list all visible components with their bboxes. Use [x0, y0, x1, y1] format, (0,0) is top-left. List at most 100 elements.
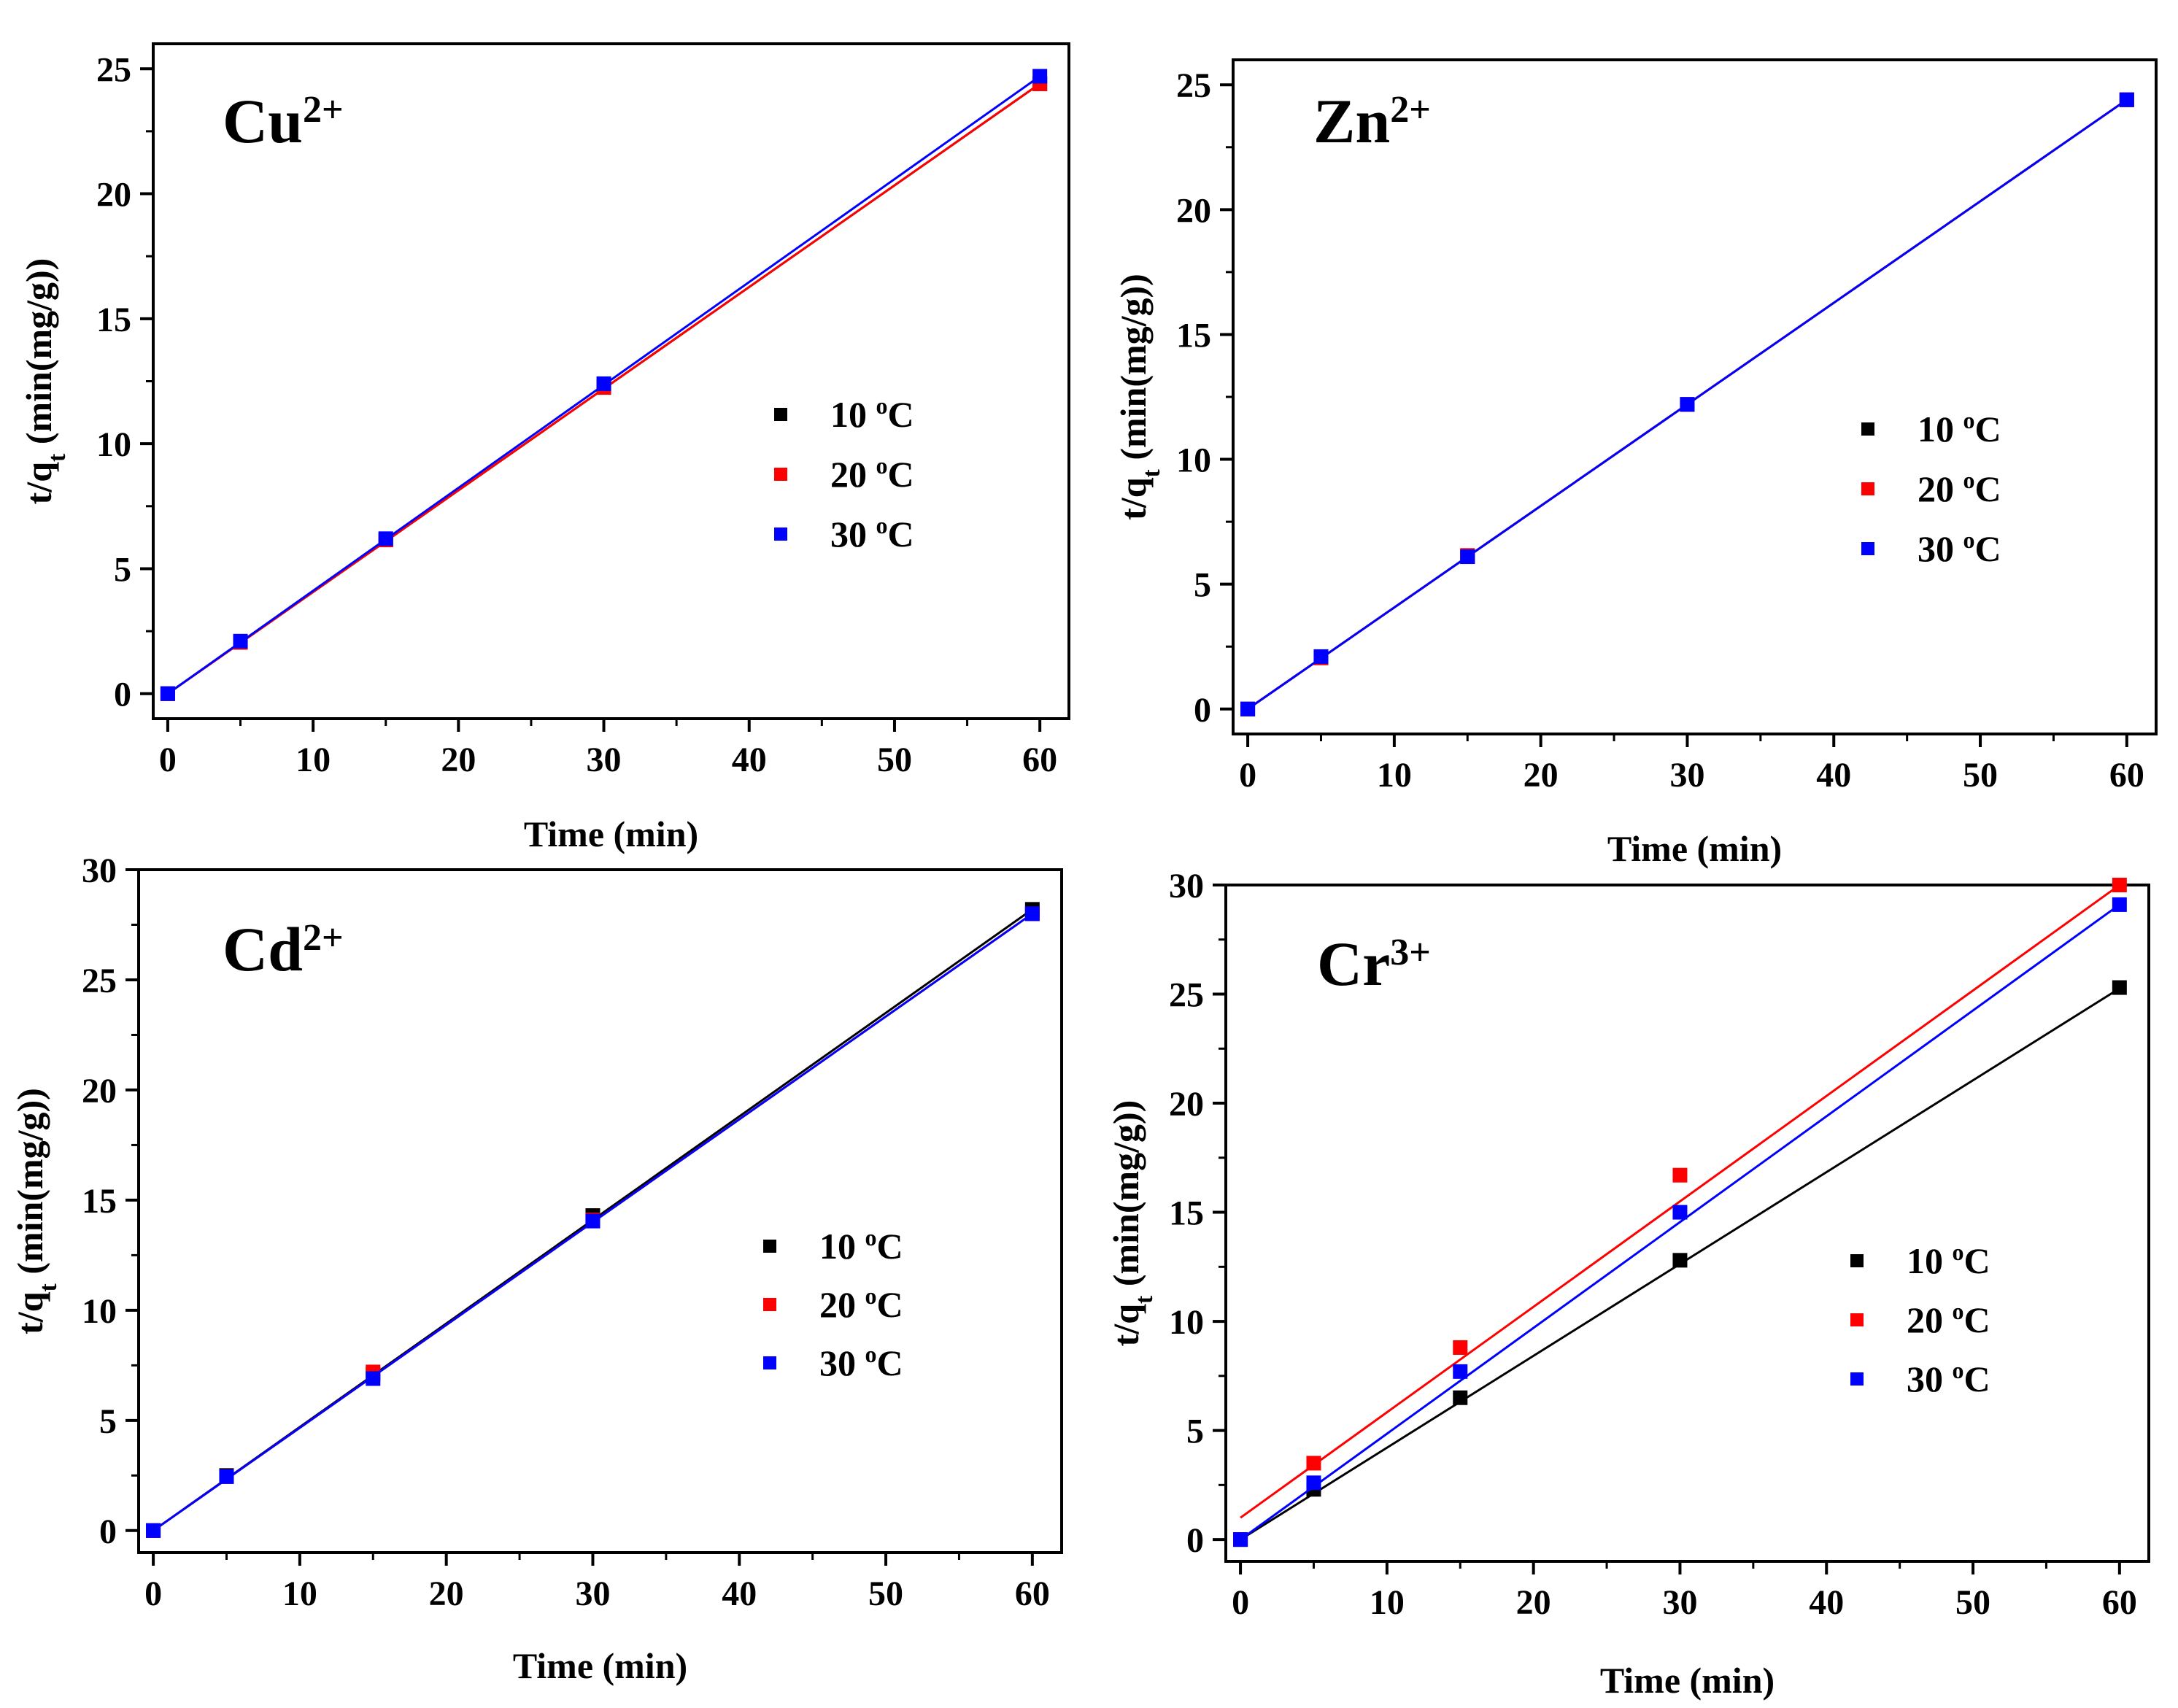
y-tick-label: 20: [82, 1072, 117, 1110]
legend-value: 20: [819, 1284, 856, 1325]
ion-charge: 2+: [1390, 89, 1431, 131]
ion-charge: 3+: [1390, 932, 1431, 973]
x-tick-label: 40: [1809, 1583, 1844, 1622]
y-axis-title-sub: t: [1138, 468, 1165, 477]
y-tick-label: 20: [96, 176, 131, 215]
data-point: [2112, 980, 2127, 995]
legend-degree: o: [1953, 1239, 1964, 1265]
x-tick-label: 0: [1239, 756, 1256, 795]
data-point: [219, 1469, 234, 1484]
panel-bottom-left: 0 10 20 30 40 50 60 0 5 10 15 20 25 30 Time (min) t/qt …: [9, 851, 1063, 1686]
y-tick-label: 10: [1176, 441, 1211, 480]
legend-value: 30: [1918, 528, 1954, 569]
y-tick-label: 15: [1169, 1194, 1204, 1233]
y-tick-label: 5: [114, 550, 131, 589]
legend-label: 10 oC: [1918, 407, 2001, 449]
data-point: [1240, 701, 1256, 716]
y-tick-label: 0: [1194, 691, 1211, 730]
data-point: [596, 376, 611, 391]
legend-space: [1954, 409, 1963, 449]
data-point: [1032, 69, 1048, 84]
legend-unit: C: [1964, 1240, 1990, 1281]
x-tick-label: 0: [144, 1574, 162, 1613]
y-tick-label: 15: [1176, 316, 1211, 355]
legend-marker: [774, 408, 787, 421]
fit-line: [1240, 884, 2120, 1519]
legend-degree: o: [865, 1341, 877, 1367]
data-point: [1453, 1364, 1468, 1379]
ion-label: Cd2+: [223, 914, 344, 984]
x-tick-label: 10: [282, 1574, 317, 1613]
x-tick-label: 20: [429, 1574, 464, 1613]
legend-space: [856, 1284, 865, 1325]
legend-degree: o: [876, 452, 888, 479]
legend-space: [867, 454, 876, 495]
y-axis-title-rest: (min(mg/g)): [9, 1088, 50, 1283]
legend-unit: C: [877, 1342, 903, 1383]
legend-degree: o: [876, 393, 888, 419]
legend-value: 20: [830, 454, 867, 495]
legend-unit: C: [1975, 468, 2001, 509]
y-axis-title-rest: (min(mg/g)): [1105, 1100, 1146, 1296]
series-10C: [1233, 980, 2127, 1547]
data-point: [585, 1213, 601, 1229]
legend-unit: C: [888, 394, 914, 435]
x-tick-label: 20: [1516, 1583, 1551, 1622]
legend-label: 10 oC: [830, 393, 914, 435]
x-axis-title: Time (min): [1600, 1660, 1775, 1701]
data-point: [1306, 1475, 1321, 1491]
y-tick-label: 20: [1169, 1085, 1204, 1124]
y-axis-title: t/qt (min(mg/g)): [9, 1088, 62, 1334]
data-point: [2112, 897, 2127, 912]
legend-marker: [763, 1240, 776, 1253]
legend-degree: o: [1963, 527, 1975, 553]
legend-value: 10: [830, 394, 867, 435]
data-point: [1672, 1253, 1688, 1268]
ion-symbol: Cr: [1317, 929, 1390, 999]
data-point: [2112, 878, 2127, 892]
x-tick-label: 60: [1022, 741, 1057, 779]
data-point: [1306, 1456, 1321, 1471]
legend-label: 20 oC: [1918, 467, 2001, 509]
legend-unit: C: [877, 1284, 903, 1325]
y-tick-label: 10: [96, 425, 131, 464]
data-point: [1453, 1390, 1468, 1405]
y-tick-label: 25: [1176, 66, 1211, 105]
y-axis-title: t/qt (min(mg/g)): [1105, 1100, 1158, 1347]
legend-unit: C: [1964, 1359, 1990, 1399]
x-tick-label: 40: [722, 1574, 757, 1613]
legend-space: [867, 394, 876, 435]
legend-value: 10: [1918, 409, 1954, 449]
legend-unit: C: [1964, 1299, 1990, 1340]
data-point: [1313, 649, 1329, 664]
y-axis-title-sub: t: [44, 453, 71, 462]
plot-frame: [137, 868, 1063, 1554]
y-axis-title-sub: t: [35, 1283, 62, 1291]
legend-space: [867, 514, 876, 554]
data-point: [160, 686, 175, 701]
data-point: [366, 1371, 381, 1386]
x-tick-label: 30: [587, 741, 622, 779]
legend-label: 30 oC: [1918, 527, 2001, 569]
series-30C: [1240, 92, 2134, 716]
panel-top-left: 0 10 20 30 40 50 60 0 5 10 15 20 25 Time (min) t/qt (m…: [18, 42, 1070, 854]
legend-marker: [774, 468, 787, 481]
data-point: [1680, 397, 1695, 412]
y-tick-label: 30: [1169, 867, 1204, 905]
x-tick-label: 10: [1377, 756, 1412, 795]
legend-degree: o: [1963, 407, 1975, 433]
y-tick-label: 25: [96, 50, 131, 89]
panel-bottom-right: 0 10 20 30 40 50 60 0 5 10 15 20 25 30 Time (min) t/qt …: [1105, 867, 2150, 1701]
x-tick-label: 10: [1370, 1583, 1405, 1622]
legend-label: 30 oC: [819, 1341, 903, 1383]
legend-marker: [763, 1356, 776, 1369]
series-30C: [160, 69, 1048, 701]
y-tick-label: 0: [1186, 1521, 1204, 1560]
legend-degree: o: [1953, 1357, 1964, 1383]
y-tick-label: 10: [82, 1292, 117, 1331]
legend-marker: [1850, 1372, 1864, 1386]
panel-top-right: 0 10 20 30 40 50 60 0 5 10 15 20 25 Time (min) t/qt (m…: [1113, 58, 2158, 869]
legend-degree: o: [1963, 467, 1975, 493]
data-point: [146, 1523, 161, 1538]
fit-line: [1240, 903, 2120, 1541]
